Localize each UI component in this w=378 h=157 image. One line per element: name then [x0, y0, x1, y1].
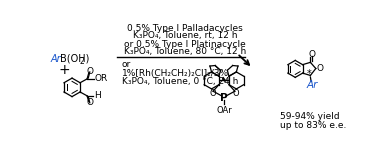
- Text: 59-94% yield: 59-94% yield: [280, 112, 339, 121]
- Text: O: O: [209, 89, 215, 98]
- Text: 2: 2: [80, 57, 85, 66]
- Text: O: O: [87, 98, 94, 107]
- Text: Ar: Ar: [50, 54, 61, 64]
- Text: O: O: [316, 64, 323, 73]
- Text: P: P: [220, 93, 228, 103]
- Text: *: *: [307, 69, 312, 79]
- Text: OR: OR: [94, 74, 107, 83]
- Text: +: +: [59, 63, 70, 77]
- Text: B(OH): B(OH): [60, 54, 89, 64]
- Text: or 0.5% Type I Platinacycle: or 0.5% Type I Platinacycle: [124, 40, 246, 49]
- Text: 0.5% Type I Palladacycles: 0.5% Type I Palladacycles: [127, 24, 243, 33]
- Text: or: or: [122, 60, 131, 69]
- Text: 1%[Rh(CH₂CH₂)₂Cl]₂/3%: 1%[Rh(CH₂CH₂)₂Cl]₂/3%: [122, 69, 229, 78]
- Text: H: H: [94, 91, 101, 100]
- Text: Ar: Ar: [306, 80, 318, 90]
- Text: O: O: [232, 89, 239, 98]
- Text: K₃PO₄, Toluene, 80 °C, 12 h: K₃PO₄, Toluene, 80 °C, 12 h: [124, 47, 246, 56]
- Text: O: O: [87, 68, 94, 76]
- Text: O: O: [308, 50, 315, 59]
- Text: up to 83% e.e.: up to 83% e.e.: [280, 121, 346, 130]
- Text: K₃PO₄, Toluene, rt, 12 h: K₃PO₄, Toluene, rt, 12 h: [133, 31, 237, 40]
- Text: K₃PO₄, Toluene, 0 °C, 24 h: K₃PO₄, Toluene, 0 °C, 24 h: [122, 77, 238, 86]
- Text: OAr: OAr: [216, 106, 232, 115]
